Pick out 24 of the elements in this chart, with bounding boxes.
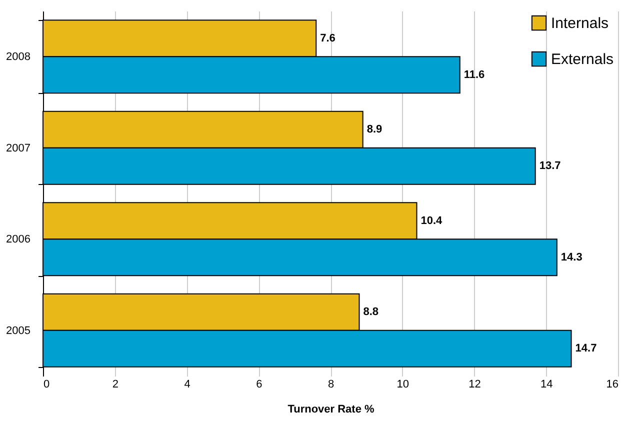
y-tick-label: 2005: [6, 324, 30, 337]
data-label: 8.8: [363, 306, 379, 318]
x-tick-label: 4: [184, 378, 190, 390]
data-label: 8.9: [366, 124, 382, 136]
x-tick-label: 12: [468, 378, 481, 390]
x-tick-label: 16: [606, 378, 618, 390]
data-label: 7.6: [320, 32, 336, 44]
data-label: 14.3: [560, 251, 582, 264]
x-tick-label: 2: [112, 378, 118, 390]
legend-label: Externals: [551, 51, 614, 68]
data-label: 13.7: [539, 160, 561, 172]
x-tick-label: 6: [256, 378, 262, 390]
x-tick-label: 14: [540, 378, 553, 390]
y-tick-label: 2008: [6, 51, 30, 64]
x-tick-label: 10: [396, 378, 409, 390]
x-axis-title: Turnover Rate %: [288, 404, 375, 416]
legend-label: Internals: [551, 15, 609, 32]
data-label: 10.4: [420, 214, 444, 227]
y-tick-label: 2006: [6, 234, 30, 246]
data-label: 14.7: [575, 342, 597, 355]
data-label: 11.6: [464, 68, 485, 81]
y-tick-label: 2007: [6, 142, 30, 154]
x-tick-label: 8: [328, 378, 334, 390]
x-tick-label: 0: [44, 378, 50, 390]
